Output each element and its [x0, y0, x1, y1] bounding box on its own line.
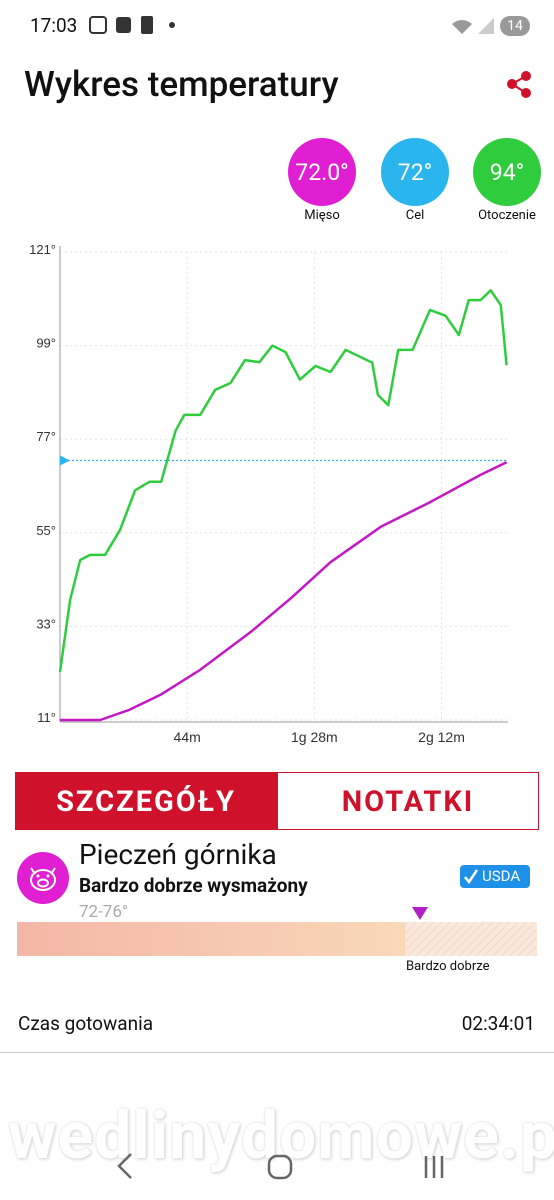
series-line [58, 289, 508, 673]
status-time: 17:03 [30, 14, 78, 37]
y-tick-label: 33° [36, 616, 56, 631]
tab-details[interactable]: SZCZEGÓŁY [15, 772, 277, 830]
x-tick-label: 2g 12m [418, 729, 465, 745]
temp-range: 72-76° [79, 902, 129, 922]
check-icon [464, 869, 478, 884]
y-tick-label: 121° [29, 242, 56, 257]
probe-value: 94° [473, 138, 541, 206]
divider [0, 1052, 554, 1053]
probe-value: 72.0° [288, 138, 356, 206]
range-bar [17, 907, 537, 956]
watermark: wedlinydomowe.pl [8, 1098, 554, 1175]
y-tick-label: 99° [36, 336, 56, 351]
pig-icon [17, 852, 69, 904]
nav-back[interactable] [117, 1153, 132, 1179]
share-button[interactable] [506, 71, 534, 99]
cook-time-label: Czas gotowania [18, 1012, 154, 1035]
x-tick-label: 44m [174, 729, 201, 745]
target-marker [60, 455, 70, 466]
probe-label: Mięso [304, 208, 340, 223]
x-tick-label: 1g 28m [291, 729, 338, 745]
probe-value: 72° [381, 138, 449, 206]
series-line [60, 461, 508, 722]
signal-icons [452, 18, 494, 34]
nav-recent[interactable] [424, 1156, 444, 1178]
y-tick-label: 77° [36, 429, 56, 444]
doneness: Bardzo dobrze wysmażony [79, 874, 308, 897]
status-icons [89, 16, 175, 34]
battery: 14 [500, 16, 530, 36]
range-label: Bardzo dobrze [406, 959, 490, 974]
usda-text: USDA [482, 867, 521, 885]
nav-home[interactable] [267, 1154, 293, 1180]
cook-time-value: 02:34:01 [461, 1012, 535, 1035]
page-title: Wykres temperatury [24, 64, 339, 105]
probe-label: Otoczenie [478, 208, 536, 223]
usda-badge: USDA [460, 865, 530, 888]
recipe-name: Pieczeń górnika [79, 838, 277, 871]
y-tick-label: 55° [36, 523, 56, 538]
temperature-chart: 11° 33° 55° 77° 99° 121° 44m 1g 28m 2g 12m [29, 242, 508, 745]
nav-bar [117, 1153, 444, 1180]
probe-label: Cel [405, 208, 425, 223]
tab-notes[interactable]: NOTATKI [277, 772, 539, 830]
y-tick-label: 11° [37, 710, 56, 725]
